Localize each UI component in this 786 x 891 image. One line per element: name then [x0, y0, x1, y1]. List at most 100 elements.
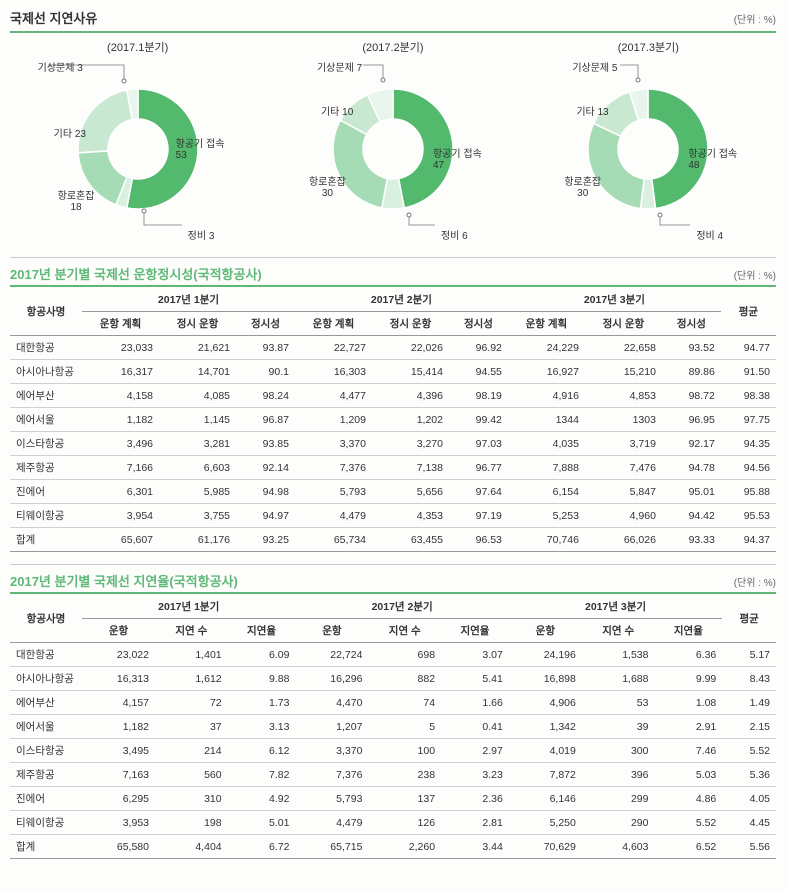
th-sub: 지연 수	[368, 619, 441, 643]
cell: 65,734	[295, 528, 372, 552]
cell: 2.81	[441, 811, 509, 835]
donut-label: 정비 6	[441, 227, 468, 242]
cell: 94.55	[449, 360, 508, 384]
cell: 96.92	[449, 336, 508, 360]
cell: 7,163	[82, 763, 155, 787]
cell: 7,872	[509, 763, 582, 787]
cell: 21,621	[159, 336, 236, 360]
cell: 126	[368, 811, 441, 835]
donut-chart-0: (2017.1분기)항공기 접속53정비 3항로혼잡18기타 23기상문제 3	[48, 39, 228, 239]
cell: 3.07	[441, 643, 509, 667]
cell: 합계	[10, 528, 82, 552]
cell: 7,476	[585, 456, 662, 480]
cell: 6.12	[228, 739, 296, 763]
cell: 95.01	[662, 480, 721, 504]
cell: 5,253	[508, 504, 585, 528]
cell: 24,229	[508, 336, 585, 360]
chart-title: (2017.2분기)	[362, 39, 423, 55]
cell: 99.42	[449, 408, 508, 432]
cell: 22,026	[372, 336, 449, 360]
th-quarter: 2017년 3분기	[509, 593, 722, 619]
th-sub: 운항 계획	[508, 312, 585, 336]
table2: 항공사명2017년 1분기2017년 2분기2017년 3분기평균운항지연 수지…	[10, 592, 776, 859]
cell: 5	[368, 715, 441, 739]
cell: 5,793	[295, 480, 372, 504]
cell: 에어부산	[10, 384, 82, 408]
cell: 6.36	[654, 643, 722, 667]
donut-label: 항공기 접속48	[688, 145, 737, 171]
cell: 3.13	[228, 715, 296, 739]
cell: 95.88	[721, 480, 776, 504]
cell: 1.08	[654, 691, 722, 715]
cell: 1303	[585, 408, 662, 432]
cell: 16,313	[82, 667, 155, 691]
cell: 100	[368, 739, 441, 763]
cell: 2,260	[368, 835, 441, 859]
donut-label: 항로혼잡30	[564, 173, 601, 199]
cell: 16,303	[295, 360, 372, 384]
cell: 7,376	[295, 456, 372, 480]
cell: 2.15	[722, 715, 776, 739]
cell: 1,401	[155, 643, 228, 667]
chart-title: (2017.3분기)	[618, 39, 679, 55]
cell: 90.1	[236, 360, 295, 384]
cell: 7,166	[82, 456, 159, 480]
cell: 3.23	[441, 763, 509, 787]
donut-label: 기상문제 7	[317, 59, 362, 74]
cell: 4,960	[585, 504, 662, 528]
donut-label: 기타 10	[321, 103, 353, 118]
cell: 698	[368, 643, 441, 667]
cell: 94.56	[721, 456, 776, 480]
th-sub: 지연율	[441, 619, 509, 643]
cell: 310	[155, 787, 228, 811]
cell: 5.41	[441, 667, 509, 691]
cell: 1344	[508, 408, 585, 432]
cell: 1,688	[582, 667, 655, 691]
th-sub: 운항	[295, 619, 368, 643]
donut-wrap: 항공기 접속48정비 4항로혼잡30기타 13기상문제 5	[558, 59, 738, 239]
table-row: 합계65,5804,4046.7265,7152,2603.4470,6294,…	[10, 835, 776, 859]
th-sub: 지연 수	[582, 619, 655, 643]
cell: 3.44	[441, 835, 509, 859]
cell: 아시아나항공	[10, 667, 82, 691]
th-avg: 평균	[722, 593, 776, 643]
cell: 6,301	[82, 480, 159, 504]
cell: 89.86	[662, 360, 721, 384]
th-sub: 운항	[82, 619, 155, 643]
donut-label: 항공기 접속47	[433, 145, 482, 171]
cell: 3,953	[82, 811, 155, 835]
cell: 97.64	[449, 480, 508, 504]
table-row: 아시아나항공16,31714,70190.116,30315,41494.551…	[10, 360, 776, 384]
cell: 4,603	[582, 835, 655, 859]
cell: 290	[582, 811, 655, 835]
th-sub: 정시성	[236, 312, 295, 336]
th-airline: 항공사명	[10, 593, 82, 643]
th-sub: 운항 계획	[82, 312, 159, 336]
cell: 5.17	[722, 643, 776, 667]
donut-label: 항로혼잡18	[58, 187, 95, 213]
cell: 93.52	[662, 336, 721, 360]
cell: 1,182	[82, 408, 159, 432]
table-row: 아시아나항공16,3131,6129.8816,2968825.4116,898…	[10, 667, 776, 691]
table1-title-row: 2017년 분기별 국제선 운항정시성(국적항공사) (단위 : %)	[10, 257, 776, 285]
cell: 37	[155, 715, 228, 739]
cell: 6,154	[508, 480, 585, 504]
cell: 5.01	[228, 811, 296, 835]
cell: 진에어	[10, 787, 82, 811]
cell: 63,455	[372, 528, 449, 552]
donut-label: 정비 3	[188, 227, 215, 242]
cell: 95.53	[721, 504, 776, 528]
table-row: 에어서울1,182373.131,20750.411,342392.912.15	[10, 715, 776, 739]
cell: 70,746	[508, 528, 585, 552]
cell: 5.52	[722, 739, 776, 763]
cell: 6,603	[159, 456, 236, 480]
cell: 3,270	[372, 432, 449, 456]
cell: 3,281	[159, 432, 236, 456]
th-quarter: 2017년 1분기	[82, 593, 295, 619]
cell: 제주항공	[10, 456, 82, 480]
cell: 4.05	[722, 787, 776, 811]
cell: 5,793	[295, 787, 368, 811]
cell: 61,176	[159, 528, 236, 552]
table1: 항공사명2017년 1분기2017년 2분기2017년 3분기평균운항 계획정시…	[10, 285, 776, 552]
cell: 4,916	[508, 384, 585, 408]
